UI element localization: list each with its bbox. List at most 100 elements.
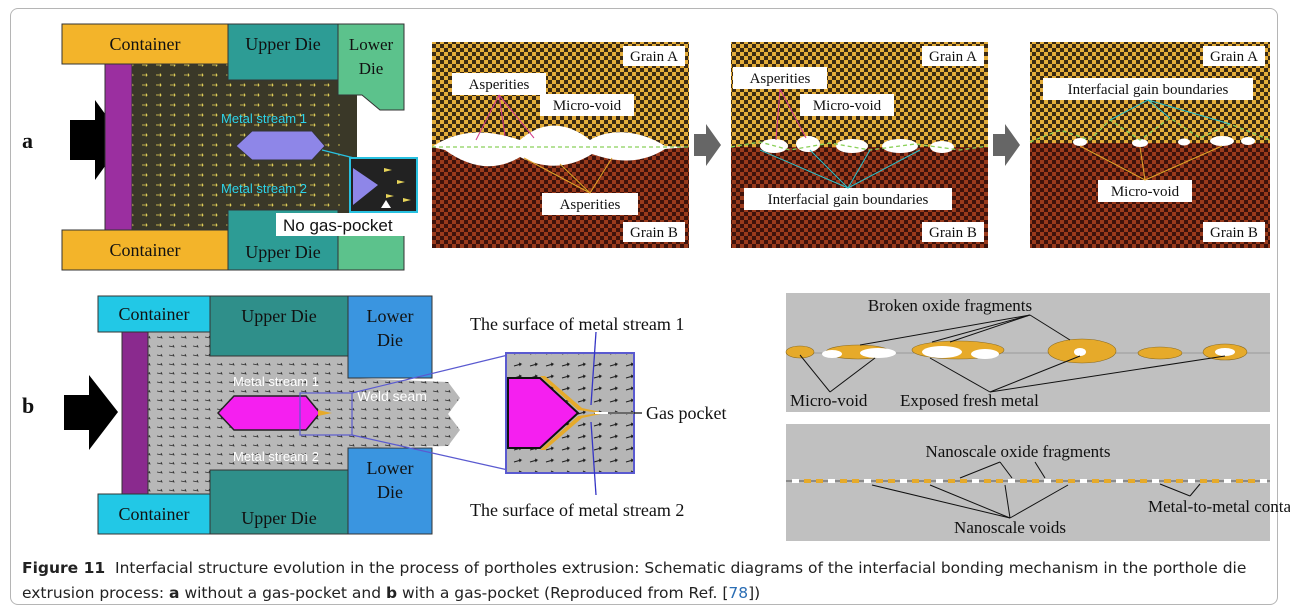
nano-fragment (1128, 479, 1135, 483)
lower-die-bottom-b (347, 447, 433, 535)
container-bottom-a (61, 229, 229, 271)
lower-die-top-a-label-1: Lower (349, 35, 394, 54)
micro-interface-panel-2: Grain A Grain B Asperities Micro-void In… (730, 42, 989, 248)
exposed-metal-label: Exposed fresh metal (900, 391, 1039, 410)
micro-void-b-label: Micro-void (790, 391, 868, 410)
micro-1-asperities-bottom: Asperities (560, 197, 621, 213)
metal-stream-1-b: Metal stream 1 (233, 374, 319, 389)
nano-fragment (1248, 479, 1255, 483)
caption-text-3: with a gas-pocket (Reproduced from Ref. … (397, 584, 729, 602)
figure-label: Figure 11 (22, 559, 106, 577)
nano-fragment (1008, 479, 1015, 483)
gas-pocket-zoom-inset (505, 331, 642, 496)
nano-fragment (864, 479, 871, 483)
metal-contact-label: Metal-to-metal contact (1148, 497, 1290, 516)
no-gas-pocket-label: No gas-pocket (283, 216, 393, 235)
extrusion-die-b: Container Container Upper Die Upper Die … (97, 295, 509, 535)
micro-1-grain-a: Grain A (630, 49, 678, 65)
nano-fragment (1092, 479, 1099, 483)
micro-interface-panel-1: Grain A Grain B Asperities Micro-void As… (432, 42, 689, 248)
nano-fragment (1176, 479, 1183, 483)
micro-1-micro-void: Micro-void (553, 98, 622, 114)
container-bottom-b-label: Container (119, 504, 190, 524)
arrow-1-icon (694, 124, 721, 166)
micro-interface-panel-3: Grain A Grain B Interfacial gain boundar… (1029, 42, 1271, 248)
lower-die-bottom-b-label-1: Lower (367, 458, 414, 478)
container-bottom-b (97, 493, 211, 535)
nano-fragment (1080, 479, 1087, 483)
nano-fragment (960, 479, 967, 483)
nano-fragment (972, 479, 979, 483)
nano-fragment (1140, 479, 1147, 483)
reference-link[interactable]: 78 (728, 584, 749, 602)
upper-die-top-b-label: Upper Die (241, 306, 316, 326)
lower-die-top-b-label-2: Die (377, 330, 403, 350)
mandrel-b (216, 395, 321, 431)
nano-fragment (924, 479, 931, 483)
micro-3-micro-void: Micro-void (1111, 184, 1180, 200)
nano-fragment (948, 479, 955, 483)
nano-fragment (1104, 479, 1111, 483)
upper-die-bottom-b-label: Upper Die (241, 508, 316, 528)
panel-b-label: b (22, 393, 34, 418)
micro-1-asperities-top: Asperities (469, 77, 530, 93)
micro-void-shape-1 (432, 125, 689, 167)
ram-a (104, 61, 133, 231)
nano-fragment (792, 479, 799, 483)
nano-fragment (1212, 479, 1219, 483)
nano-fragment (840, 479, 847, 483)
ram-arrow-b-icon (64, 375, 118, 450)
nano-fragment (984, 479, 991, 483)
nano-fragment-marks (792, 479, 1267, 483)
caption-text-4: ]) (748, 584, 761, 602)
micro-3-interfacial: Interfacial gain boundaries (1068, 82, 1229, 98)
lower-die-bottom-b-label-2: Die (377, 482, 403, 502)
nano-fragment (1224, 479, 1231, 483)
metal-stream-2-b: Metal stream 2 (233, 449, 319, 464)
micro-1-grain-b: Grain B (630, 225, 678, 241)
figure-caption: Figure 11 Interfacial structure evolutio… (22, 556, 1272, 606)
nano-fragment (1056, 479, 1063, 483)
oxide-fragments-panel: Broken oxide fragments Micro-void Expose… (785, 293, 1270, 412)
nano-fragment (1236, 479, 1243, 483)
nano-fragment (1044, 479, 1051, 483)
metal-stream-1-a: Metal stream 1 (221, 111, 307, 126)
micro-3-grain-a: Grain A (1210, 49, 1258, 65)
nano-fragment (1200, 479, 1207, 483)
nano-fragment (888, 479, 895, 483)
nano-fragment (936, 479, 943, 483)
metal-stream-2-a: Metal stream 2 (221, 181, 307, 196)
no-gas-pocket-inset (349, 157, 418, 213)
micro-3-grain-b: Grain B (1210, 225, 1258, 241)
nano-fragment (852, 479, 859, 483)
lower-die-top-a-label-2: Die (359, 59, 384, 78)
nano-fragment (996, 479, 1003, 483)
gas-pocket-label: Gas pocket (646, 403, 726, 423)
nano-fragment (804, 479, 811, 483)
nano-fragment (1116, 479, 1123, 483)
mandrel-a (235, 130, 326, 161)
micro-2-grain-a: Grain A (929, 49, 977, 65)
ram-b (121, 331, 149, 495)
container-top-b (97, 295, 211, 333)
surface-stream-1-label: The surface of metal stream 1 (470, 314, 684, 334)
nanoscale-fragments-panel: Nanoscale oxide fragments Nanoscale void… (786, 424, 1290, 541)
upper-die-bottom-a-label: Upper Die (245, 242, 320, 262)
micro-2-asperities: Asperities (750, 71, 811, 87)
weld-seam-label: Weld seam (357, 388, 427, 404)
nano-fragment (1032, 479, 1039, 483)
nano-fragment (912, 479, 919, 483)
upper-die-top-a-label: Upper Die (245, 34, 320, 54)
lower-die-top-b-label-1: Lower (367, 306, 414, 326)
nano-fragment (1020, 479, 1027, 483)
nano-fragment (900, 479, 907, 483)
nanoscale-oxide-label: Nanoscale oxide fragments (925, 442, 1110, 461)
lower-die-bottom-a (337, 229, 405, 271)
container-bottom-a-label: Container (110, 240, 181, 260)
lower-die-top-b (347, 295, 433, 379)
nano-fragment (1164, 479, 1171, 483)
arrow-2-icon (993, 124, 1020, 166)
extrusion-die-a: Container Container Upper Die Upper Die … (61, 23, 418, 271)
caption-text-1: Interfacial structure evolution in the p… (22, 559, 1247, 602)
